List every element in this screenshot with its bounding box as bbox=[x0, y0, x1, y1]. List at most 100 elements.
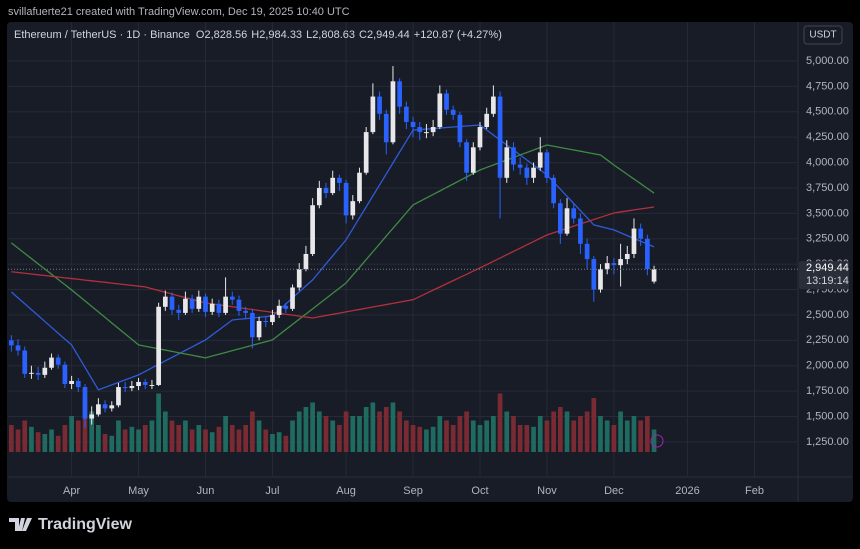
volume-bar bbox=[303, 407, 309, 452]
x-tick-label: Oct bbox=[471, 485, 488, 497]
volume-bar bbox=[156, 393, 161, 452]
volume-bar bbox=[417, 426, 423, 452]
candle-body bbox=[276, 305, 282, 315]
volume-bar bbox=[129, 426, 135, 452]
candle-body bbox=[62, 364, 68, 384]
candle-body bbox=[102, 404, 108, 409]
volume-bar bbox=[330, 420, 336, 452]
volume-bar bbox=[638, 420, 644, 452]
volume-bar bbox=[491, 416, 496, 452]
legend-part: L bbox=[306, 29, 312, 41]
legend-part: 2,949.44 bbox=[367, 29, 410, 41]
candle-body bbox=[491, 96, 496, 114]
legend-part: H bbox=[251, 29, 259, 41]
volume-bar bbox=[390, 402, 396, 452]
candle-body bbox=[457, 114, 463, 143]
volume-bar bbox=[618, 411, 623, 452]
y-tick-label: 3,250.00 bbox=[806, 233, 849, 245]
candle-body bbox=[69, 380, 74, 384]
y-tick-label: 4,750.00 bbox=[806, 80, 849, 92]
logo-mark bbox=[9, 518, 32, 531]
volume-bar bbox=[62, 425, 68, 452]
volume-bar bbox=[624, 420, 630, 452]
candle-body bbox=[256, 321, 262, 338]
candle-body bbox=[645, 238, 650, 270]
candle-body bbox=[464, 142, 469, 173]
candle-body bbox=[316, 187, 322, 206]
candle-body bbox=[75, 380, 81, 388]
candle-body bbox=[29, 372, 34, 374]
candle-body bbox=[497, 96, 503, 178]
volume-bar bbox=[196, 425, 202, 452]
candle-body bbox=[424, 132, 429, 134]
candle-body bbox=[604, 263, 610, 270]
candle-body bbox=[156, 306, 161, 386]
volume-bar bbox=[116, 420, 121, 452]
y-tick-label: 2,250.00 bbox=[806, 334, 849, 346]
candle-body bbox=[55, 357, 61, 365]
volume-bar bbox=[511, 416, 516, 452]
candle-body bbox=[357, 172, 362, 202]
volume-bar bbox=[310, 402, 315, 452]
volume-bar bbox=[584, 411, 590, 452]
candle-body bbox=[511, 147, 516, 165]
y-tick-label: 3,500.00 bbox=[806, 207, 849, 219]
volume-bar bbox=[296, 411, 302, 452]
candle-body bbox=[631, 228, 637, 254]
volume-bar bbox=[75, 420, 81, 452]
candle-body bbox=[598, 269, 603, 290]
candle-body bbox=[651, 269, 657, 282]
volume-bar bbox=[149, 420, 155, 452]
plot bbox=[8, 22, 798, 477]
candle-body bbox=[296, 269, 302, 288]
candle-body bbox=[638, 228, 644, 239]
moving-average-line bbox=[10, 144, 655, 359]
volume-bar bbox=[270, 434, 275, 452]
y-tick-label: 1,500.00 bbox=[806, 410, 849, 422]
volume-bar bbox=[323, 416, 329, 452]
legend-part: 2,984.33 bbox=[259, 29, 302, 41]
legend-part: 2,828.56 bbox=[204, 29, 247, 41]
volume-bar bbox=[169, 420, 175, 452]
volume-bar bbox=[551, 411, 556, 452]
candle-body bbox=[437, 93, 443, 128]
candle-body bbox=[169, 296, 175, 310]
candle-body bbox=[578, 218, 583, 244]
candle-body bbox=[531, 167, 536, 178]
volume-bar bbox=[477, 425, 483, 452]
y-tick-label: 4,500.00 bbox=[806, 106, 849, 118]
candle-body bbox=[397, 81, 402, 107]
y-tick-label: 5,000.00 bbox=[806, 55, 849, 67]
candle-body bbox=[109, 405, 115, 409]
volume-bar bbox=[250, 411, 255, 452]
legend-part: O bbox=[196, 29, 205, 41]
legend-part: C bbox=[359, 29, 367, 41]
volume-bar bbox=[517, 425, 523, 452]
volume-bar bbox=[343, 411, 349, 452]
volume-bar bbox=[122, 429, 128, 452]
volume-bar bbox=[430, 426, 436, 452]
countdown-label: 13:19:14 bbox=[806, 275, 849, 287]
candle-body bbox=[189, 298, 195, 309]
volume-bar bbox=[69, 416, 74, 452]
volume-bar bbox=[383, 407, 389, 452]
volume-bar bbox=[578, 416, 583, 452]
candle-body bbox=[404, 106, 409, 122]
candle-body bbox=[89, 414, 95, 419]
y-tick-label: 1,250.00 bbox=[806, 436, 849, 448]
volume-bar bbox=[450, 425, 456, 452]
y-tick-label: 2,500.00 bbox=[806, 309, 849, 321]
volume-bar bbox=[357, 416, 362, 452]
candle-body bbox=[323, 187, 329, 194]
volume-bar bbox=[203, 429, 208, 452]
volume-bar bbox=[15, 429, 21, 452]
candle-body bbox=[122, 387, 128, 389]
currency-box bbox=[803, 25, 843, 45]
moving-average-line bbox=[11, 206, 655, 319]
volume-bar bbox=[437, 416, 443, 452]
volume-bar bbox=[651, 429, 657, 452]
candle-body bbox=[243, 310, 249, 313]
candle-body bbox=[162, 296, 168, 307]
candle-body bbox=[149, 385, 155, 387]
